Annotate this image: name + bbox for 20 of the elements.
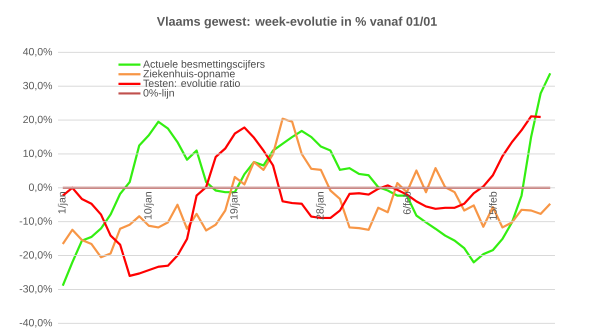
x-tick-label: 28/jan: [316, 192, 326, 220]
y-tick-label: 0,0%: [28, 183, 52, 192]
y-tick-label: 40,0%: [22, 48, 52, 57]
y-tick-label: 20,0%: [23, 116, 52, 124]
x-tick-label: 15/feb: [489, 192, 497, 220]
x-tick-label: 10/jan: [144, 192, 154, 220]
x-tick-label: 19/jan: [230, 192, 240, 220]
y-tick-label: -40,0%: [20, 318, 52, 328]
y-tick-label: -10,0%: [20, 217, 52, 226]
legend-label: Testen: evolutie ratio: [143, 79, 240, 88]
y-tick-label: -20,0%: [20, 251, 52, 260]
y-tick-label: -30,0%: [20, 285, 52, 294]
legend-label: 0%-lijn: [143, 88, 174, 99]
y-tick-label: 30,0%: [23, 82, 52, 91]
chart-title: Vlaams gewest: week-evolutie in % vanaf 01/01: [156, 16, 437, 28]
x-tick-label: 1/jan: [58, 192, 68, 214]
legend-label: Actuele besmettingscijfers: [143, 60, 265, 70]
x-tick-label: 6/feb: [403, 192, 411, 214]
legend-label: Ziekenhuis-opname: [143, 70, 235, 80]
y-tick-label: 10,0%: [23, 150, 52, 158]
